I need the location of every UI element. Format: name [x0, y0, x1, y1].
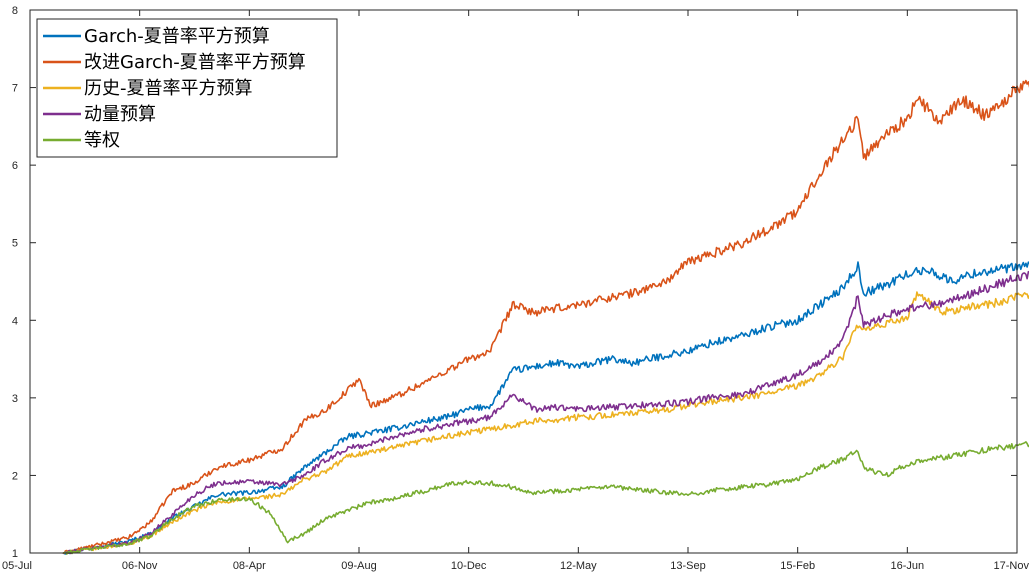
y-tick-label: 2: [12, 470, 18, 482]
x-tick-label: 13-Sep: [670, 560, 705, 572]
y-tick-label: 3: [12, 393, 18, 405]
series-line-0: [62, 261, 1029, 555]
legend-box: [36, 18, 338, 158]
y-tick-label: 6: [12, 160, 18, 172]
plot-frame: [29, 9, 1018, 554]
x-tick-label: 17-Nov: [994, 560, 1029, 572]
legend-label: 等权: [84, 130, 120, 151]
y-tick-label: 5: [12, 238, 18, 250]
y-tick-label: 4: [12, 315, 18, 327]
y-tick-label: 7: [12, 83, 18, 95]
x-tick-label: 05-Jul: [2, 560, 32, 572]
x-tick-label: 08-Apr: [233, 560, 266, 572]
y-tick-label: 1: [12, 548, 18, 560]
series-layer: [62, 79, 1029, 555]
legend-label: 改进Garch-夏普率平方预算: [84, 52, 306, 73]
series-line-4: [62, 441, 1029, 555]
x-tick-label: 15-Feb: [780, 560, 815, 572]
series-line-3: [62, 270, 1029, 555]
x-tick-label: 10-Dec: [451, 560, 487, 572]
legend-label: 动量预算: [84, 104, 156, 125]
legend: Garch-夏普率平方预算改进Garch-夏普率平方预算历史-夏普率平方预算动量…: [36, 18, 338, 158]
series-line-1: [62, 79, 1029, 555]
series-line-2: [62, 291, 1029, 555]
x-tick-label: 16-Jun: [891, 560, 925, 572]
axis-layer: 1 2 3 4 5 6 7 8 05-Jul 06-Nov 08-Apr 09-Aug 10-Dec 12…: [2, 5, 1029, 572]
legend-label: 历史-夏普率平方预算: [84, 78, 253, 99]
legend-label: Garch-夏普率平方预算: [84, 26, 270, 47]
x-tick-label: 09-Aug: [341, 560, 376, 572]
x-tick-label: 12-May: [560, 560, 597, 572]
y-tick-label: 8: [12, 5, 18, 17]
x-tick-label: 06-Nov: [122, 560, 158, 572]
